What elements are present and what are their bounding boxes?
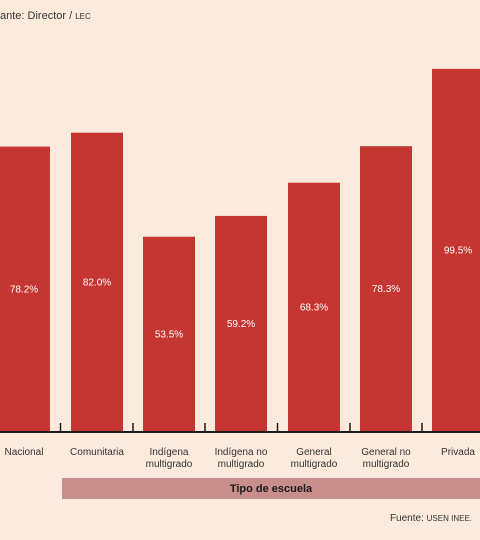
bar-value-label: 99.5% bbox=[444, 245, 472, 256]
caption-text: ante: Director / bbox=[0, 10, 73, 22]
bar-chart: 78.2% Nacional 82.0% Comunitaria 53.5% Indíge… bbox=[0, 68, 480, 470]
source-note: Fuente: USEN INEE. bbox=[390, 513, 472, 524]
bar bbox=[288, 182, 340, 432]
category-label: Privada bbox=[441, 447, 475, 458]
bar bbox=[360, 146, 412, 432]
category-label: Indígena multigrado bbox=[146, 447, 193, 470]
bar-value-label: 78.3% bbox=[372, 284, 400, 295]
category-label: General multigrado bbox=[291, 447, 338, 470]
bar bbox=[0, 146, 50, 432]
source-text: USEN INEE. bbox=[426, 514, 472, 523]
bar-value-label: 78.2% bbox=[10, 284, 38, 295]
bar bbox=[71, 132, 123, 432]
chart-caption: ante: Director / LEC bbox=[0, 10, 91, 22]
bar-value-label: 59.2% bbox=[227, 319, 255, 330]
bar-value-label: 53.5% bbox=[155, 329, 183, 340]
category-label: Nacional bbox=[5, 447, 44, 458]
category-label: General no multigrado bbox=[361, 447, 411, 470]
bar-value-label: 82.0% bbox=[83, 277, 111, 288]
x-axis-title: Tipo de escuela bbox=[62, 478, 480, 499]
bar-value-label: 68.3% bbox=[300, 302, 328, 313]
category-label: Comunitaria bbox=[70, 447, 124, 458]
bar bbox=[215, 215, 267, 432]
category-label: Indígena no multigrado bbox=[215, 447, 268, 470]
bar bbox=[432, 68, 480, 432]
caption-small-text: LEC bbox=[75, 12, 91, 21]
source-label: Fuente: bbox=[389, 513, 424, 524]
bar bbox=[143, 236, 195, 432]
